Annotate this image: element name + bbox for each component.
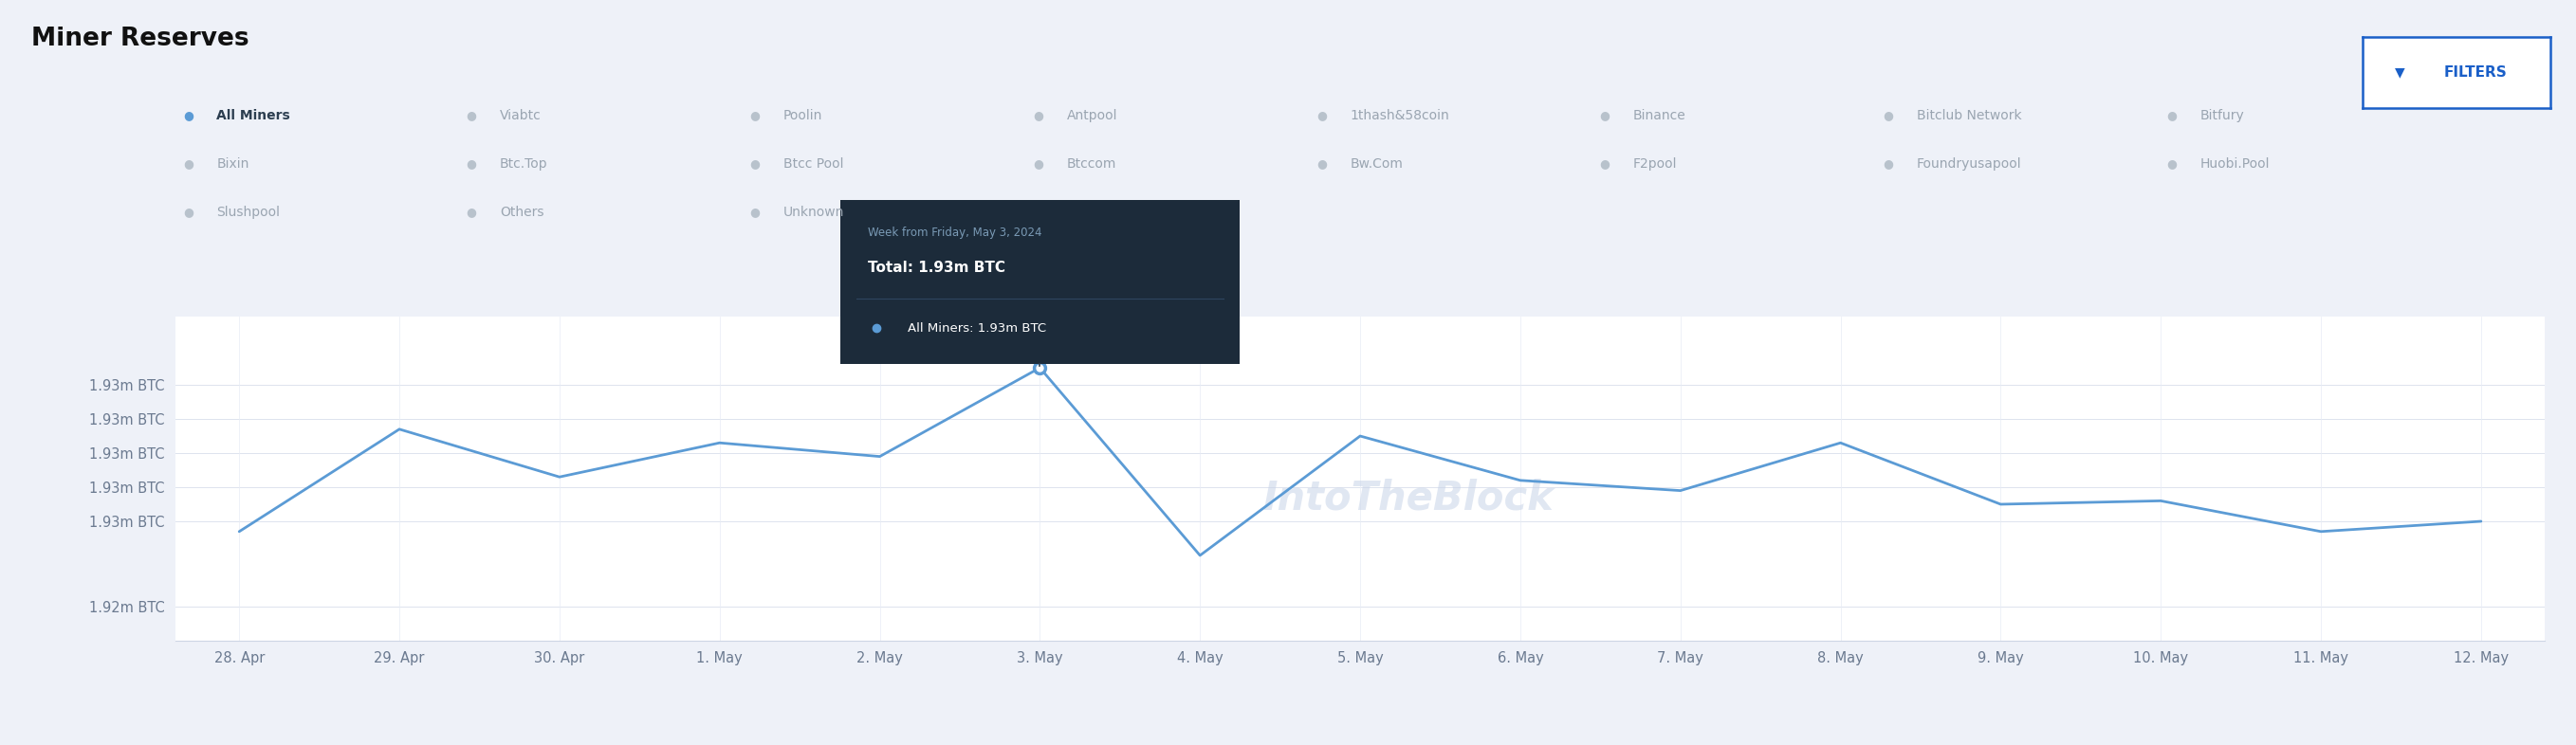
Text: ●: ●: [1600, 158, 1610, 170]
Text: Others: Others: [500, 206, 544, 219]
Text: Bitclub Network: Bitclub Network: [1917, 109, 2022, 122]
Text: ●: ●: [750, 206, 760, 218]
Text: Foundryusapool: Foundryusapool: [1917, 157, 2022, 171]
Text: ●: ●: [183, 206, 193, 218]
Text: All Miners: All Miners: [216, 109, 291, 122]
Text: ●: ●: [183, 110, 193, 121]
Text: ▼: ▼: [2396, 66, 2406, 79]
Text: ●: ●: [1883, 158, 1893, 170]
Text: ●: ●: [1033, 110, 1043, 121]
Text: Slushpool: Slushpool: [216, 206, 281, 219]
Text: ●: ●: [466, 158, 477, 170]
Text: ●: ●: [750, 158, 760, 170]
Text: Viabtc: Viabtc: [500, 109, 541, 122]
Text: Total: 1.93m BTC: Total: 1.93m BTC: [868, 261, 1005, 275]
Text: Btcc Pool: Btcc Pool: [783, 157, 842, 171]
Text: Bitfury: Bitfury: [2200, 109, 2244, 122]
Text: ●: ●: [466, 110, 477, 121]
Text: FILTERS: FILTERS: [2445, 66, 2506, 80]
Text: Antpool: Antpool: [1066, 109, 1118, 122]
Text: ●: ●: [1600, 110, 1610, 121]
Text: Unknown: Unknown: [783, 206, 845, 219]
Text: ●: ●: [1316, 158, 1327, 170]
Text: Btc.Top: Btc.Top: [500, 157, 549, 171]
Text: F2pool: F2pool: [1633, 157, 1677, 171]
Text: IntoTheBlock: IntoTheBlock: [1262, 478, 1553, 518]
Text: ●: ●: [2166, 110, 2177, 121]
Text: ●: ●: [1883, 110, 1893, 121]
Text: All Miners: 1.93m BTC: All Miners: 1.93m BTC: [909, 322, 1046, 335]
Text: ●: ●: [1033, 158, 1043, 170]
Text: ●: ●: [1316, 110, 1327, 121]
Text: Miner Reserves: Miner Reserves: [31, 26, 250, 51]
Text: Bixin: Bixin: [216, 157, 250, 171]
Text: ●: ●: [2166, 158, 2177, 170]
Text: ●: ●: [183, 158, 193, 170]
Text: 1thash&58coin: 1thash&58coin: [1350, 109, 1450, 122]
Text: Week from Friday, May 3, 2024: Week from Friday, May 3, 2024: [868, 226, 1043, 238]
Text: Binance: Binance: [1633, 109, 1687, 122]
Text: ●: ●: [466, 206, 477, 218]
Text: Poolin: Poolin: [783, 109, 822, 122]
Text: Btccom: Btccom: [1066, 157, 1115, 171]
Text: ●: ●: [750, 110, 760, 121]
Text: Huobi.Pool: Huobi.Pool: [2200, 157, 2269, 171]
Text: Bw.Com: Bw.Com: [1350, 157, 1404, 171]
